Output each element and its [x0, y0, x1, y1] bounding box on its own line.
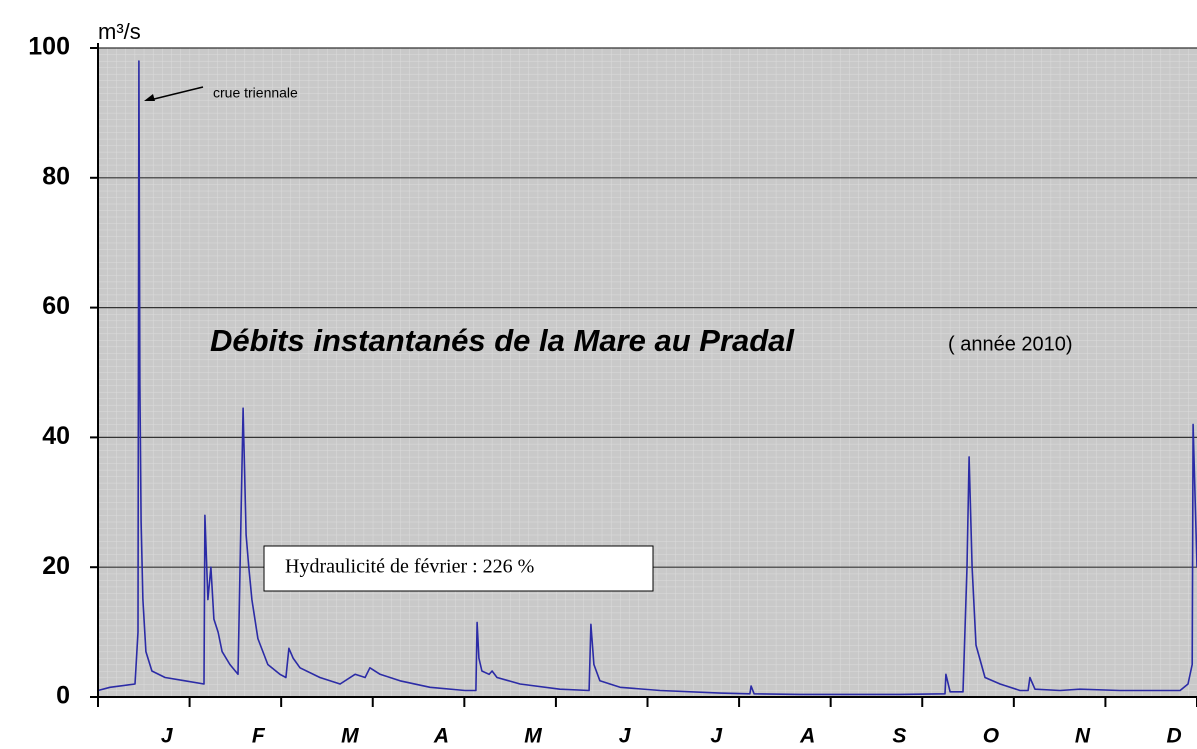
x-tick-label: N: [1075, 725, 1091, 748]
x-tick-label: A: [433, 725, 449, 748]
plot-background: [98, 48, 1197, 697]
y-tick-label: 40: [42, 422, 70, 450]
x-tick-label: M: [341, 725, 359, 748]
x-tick-label: D: [1167, 725, 1182, 748]
y-axis-unit: m³/s: [98, 19, 141, 44]
x-tick-label: J: [161, 725, 174, 748]
y-tick-label: 20: [42, 552, 70, 580]
marks: [97, 60, 1197, 696]
y-tick-label: 100: [28, 33, 70, 61]
chart-title: Débits instantanés de la Mare au Pradal: [210, 323, 795, 358]
annotation: Hydraulicité de février : 226 %: [285, 556, 534, 578]
annotation-box: [263, 545, 654, 592]
y-tick-label: 0: [56, 682, 70, 710]
annotation: crue triennale: [213, 85, 298, 101]
x-tick-label: O: [983, 725, 999, 748]
chart-subtitle: ( année 2010): [948, 333, 1073, 355]
x-tick-label: J: [619, 725, 632, 748]
x-tick-label: M: [524, 725, 542, 748]
arrow-head: [144, 94, 155, 101]
y-tick-label: 80: [42, 162, 70, 190]
x-tick-label: F: [252, 725, 266, 748]
x-tick-label: S: [892, 725, 906, 748]
x-tick-label: J: [710, 725, 723, 748]
annotation-arrow: [149, 86, 204, 101]
flow-line: [97, 60, 1197, 696]
x-tick-label: A: [799, 725, 815, 748]
y-tick-label: 60: [42, 292, 70, 320]
